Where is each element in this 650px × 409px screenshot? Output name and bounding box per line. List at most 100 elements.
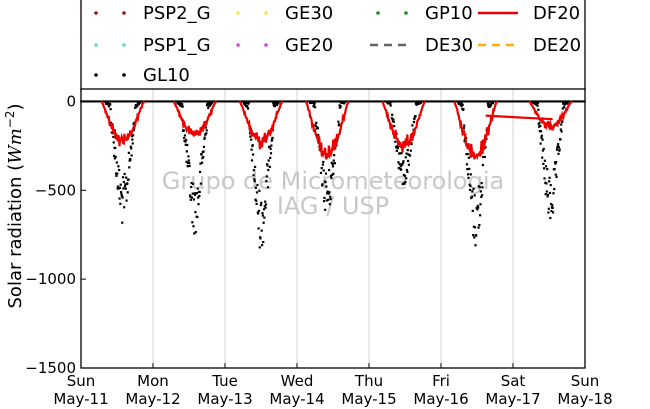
- gl10-point: [481, 163, 484, 167]
- legend-label: DF20: [533, 3, 580, 24]
- gl10-point: [557, 152, 560, 155]
- gl10-point: [480, 182, 483, 185]
- gl10-point: [197, 203, 200, 206]
- gl10-point: [458, 100, 461, 104]
- gl10-point: [110, 131, 113, 134]
- gl10-point: [247, 101, 250, 104]
- gl10-point: [543, 177, 546, 180]
- gl10-point: [322, 169, 325, 172]
- gl10-point: [266, 163, 269, 166]
- gl10-point: [120, 194, 123, 198]
- legend-entry-psp2_g: PSP2_G: [94, 3, 211, 24]
- gl10-point: [114, 146, 117, 150]
- gl10-point: [486, 102, 489, 105]
- gl10-point: [125, 199, 128, 202]
- gl10-point: [125, 176, 128, 179]
- gl10-point: [537, 108, 540, 111]
- gl10-point: [487, 100, 490, 103]
- gl10-point: [546, 167, 549, 171]
- x-tick-label-day: Wed: [281, 372, 314, 390]
- gl10-point: [461, 103, 464, 106]
- gl10-point: [132, 122, 135, 125]
- gl10-point: [536, 101, 540, 104]
- df20-line: [485, 114, 553, 121]
- gl10-point: [563, 103, 566, 106]
- gl10-point: [459, 101, 462, 105]
- gl10-point: [554, 162, 557, 165]
- gl10-point: [194, 211, 197, 214]
- gl10-point: [179, 101, 182, 104]
- gl10-point: [417, 100, 420, 103]
- gl10-point: [186, 161, 190, 165]
- gl10-point: [123, 172, 126, 176]
- gl10-point: [544, 181, 547, 184]
- gl10-point: [259, 237, 262, 240]
- gl10-point: [256, 183, 259, 187]
- gl10-point: [398, 162, 401, 166]
- gl10-point: [463, 139, 466, 143]
- gl10-point: [473, 236, 476, 239]
- gl10-point: [185, 138, 188, 142]
- legend-entry-ge30: GE30: [236, 3, 333, 24]
- gl10-point: [560, 123, 563, 126]
- gl10-point: [396, 146, 400, 149]
- gl10-point: [562, 102, 565, 105]
- gl10-point: [472, 234, 475, 237]
- x-tick-label-date: May-16: [413, 390, 468, 408]
- gl10-point: [257, 209, 261, 212]
- gl10-point: [276, 100, 280, 103]
- gl10-point: [262, 208, 266, 211]
- plot-frame: [81, 89, 585, 368]
- legend-label: DE20: [533, 35, 581, 56]
- gl10-point: [107, 105, 111, 108]
- gl10-point: [277, 102, 280, 105]
- gl10-point: [545, 190, 548, 193]
- legend-entry-ge20: GE20: [236, 35, 333, 56]
- gl10-point: [116, 187, 119, 190]
- gl10-point: [123, 185, 127, 188]
- gl10-point: [548, 176, 551, 179]
- gl10-point: [543, 167, 546, 170]
- gl10-point: [560, 130, 563, 133]
- gl10-point: [118, 168, 121, 172]
- gl10-point: [556, 145, 559, 148]
- gl10-point: [128, 166, 131, 169]
- gl10-point: [548, 191, 552, 195]
- gl10-point: [462, 126, 465, 130]
- gl10-point: [112, 135, 115, 139]
- gl10-point: [109, 121, 113, 124]
- gl10-point: [199, 170, 202, 173]
- gl10-point: [269, 156, 272, 159]
- gl10-point: [178, 102, 181, 105]
- gl10-point: [274, 100, 278, 103]
- gl10-point: [123, 206, 126, 209]
- gl10-point: [134, 106, 137, 109]
- gl10-point: [558, 149, 561, 152]
- gl10-point: [124, 183, 127, 186]
- gl10-point: [209, 104, 212, 107]
- gl10-point: [400, 168, 403, 171]
- gl10-point: [193, 192, 196, 195]
- gl10-point: [324, 208, 327, 211]
- gl10-point: [257, 227, 260, 230]
- gl10-point: [460, 104, 463, 107]
- gl10-point: [183, 136, 186, 140]
- gl10-point: [324, 180, 327, 184]
- gl10-point: [126, 191, 129, 194]
- gl10-point: [113, 154, 116, 157]
- gl10-point: [553, 161, 557, 164]
- gl10-point: [542, 147, 545, 150]
- gl10-point: [547, 211, 550, 214]
- gl10-point: [333, 154, 336, 157]
- gl10-point: [472, 225, 476, 228]
- gl10-point: [328, 191, 331, 194]
- gl10-point: [466, 167, 469, 171]
- gl10-point: [109, 108, 112, 111]
- gl10-point: [185, 160, 188, 163]
- gl10-point: [196, 187, 199, 190]
- gl10-point: [394, 146, 398, 149]
- legend-marker: [122, 43, 126, 47]
- gl10-point: [269, 152, 273, 155]
- gl10-point: [136, 101, 139, 104]
- y-tick-label: 0: [66, 92, 76, 110]
